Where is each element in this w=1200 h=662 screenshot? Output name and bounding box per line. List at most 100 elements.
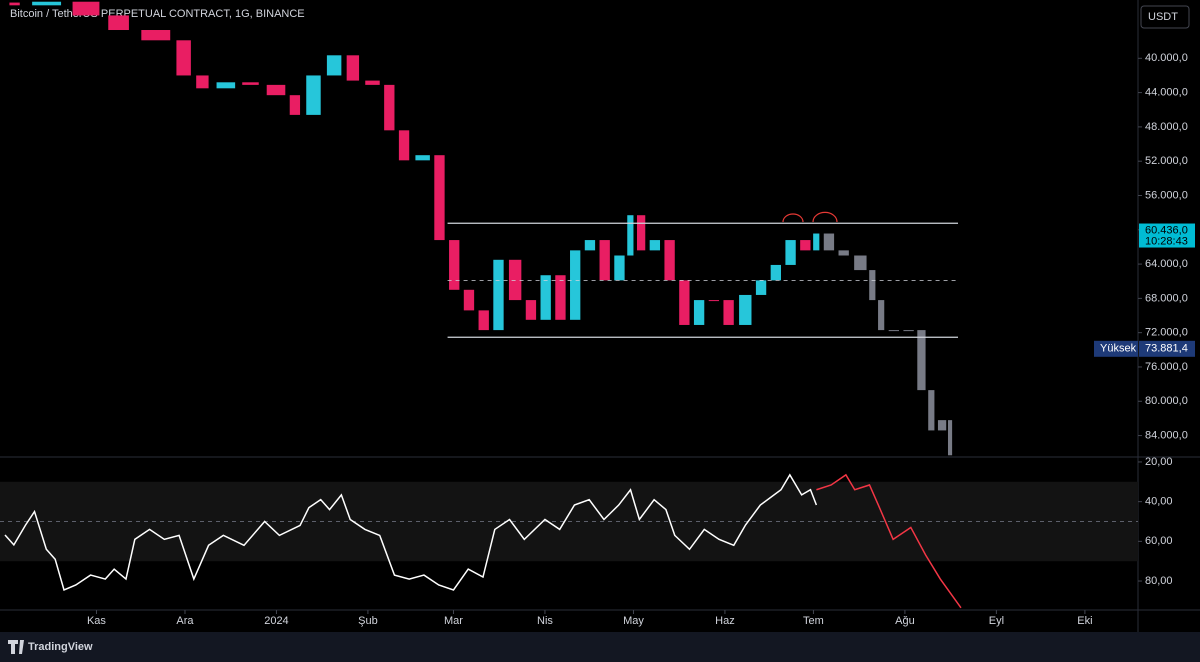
high-name-box — [1094, 340, 1138, 357]
candle — [398, 130, 410, 161]
candle — [800, 240, 811, 251]
rsi-line — [816, 473, 962, 609]
y-tick-label: 84.000,0 — [1145, 429, 1188, 441]
candle — [878, 300, 885, 331]
candle — [346, 55, 360, 81]
brand-logo — [8, 640, 24, 654]
last-price: 60.436,0 — [1145, 224, 1188, 236]
candle — [196, 75, 209, 89]
candle — [869, 270, 876, 301]
candle — [108, 15, 129, 31]
candle — [770, 264, 781, 281]
candle — [723, 300, 734, 325]
brand: TradingView — [28, 641, 93, 653]
y-tick-label: 40.000,0 — [1145, 52, 1188, 64]
candle — [415, 155, 430, 161]
y-tick-label: 20,00 — [1145, 456, 1173, 468]
candle — [679, 280, 690, 325]
candle — [599, 240, 610, 281]
x-tick-label: Haz — [715, 615, 735, 627]
top-annotation — [782, 211, 838, 223]
last-price-box — [1139, 223, 1195, 248]
candle — [478, 310, 489, 331]
candle — [289, 95, 301, 115]
candle — [306, 75, 321, 115]
candle — [384, 84, 395, 131]
x-tick-label: May — [623, 615, 644, 627]
y-tick-label: 48.000,0 — [1145, 121, 1188, 133]
candle — [508, 259, 522, 301]
candle — [570, 250, 581, 320]
candle — [947, 420, 953, 456]
candle — [584, 240, 596, 251]
y-tick-label: 80.000,0 — [1145, 395, 1188, 407]
y-tick-label: 44.000,0 — [1145, 87, 1188, 99]
candle — [242, 82, 259, 85]
x-tick-label: Tem — [803, 615, 824, 627]
x-tick-label: Şub — [358, 615, 378, 627]
candle — [708, 300, 720, 302]
high-name: Yüksek — [1100, 343, 1137, 355]
x-tick-label: 2024 — [264, 615, 288, 627]
candle — [903, 330, 914, 332]
high-box — [1139, 340, 1195, 357]
candle — [72, 1, 100, 16]
candle — [493, 259, 504, 331]
x-tick-label: Ağu — [895, 615, 915, 627]
candle — [216, 82, 236, 89]
x-tick-label: Mar — [444, 615, 463, 627]
candle — [838, 250, 849, 256]
y-tick-label: 76.000,0 — [1145, 361, 1188, 373]
candle — [937, 420, 947, 431]
currency-button[interactable] — [1140, 5, 1190, 29]
y-tick-label: 64.000,0 — [1145, 258, 1188, 270]
candle — [9, 2, 20, 6]
candle — [614, 255, 625, 281]
x-tick-label: Nis — [537, 615, 553, 627]
candle — [326, 55, 342, 76]
candle — [739, 294, 752, 325]
candle — [693, 300, 705, 325]
candle — [664, 240, 675, 281]
candle — [525, 300, 537, 320]
candle — [365, 80, 380, 85]
candle — [928, 390, 935, 431]
y-tick-label: 72.000,0 — [1145, 327, 1188, 339]
candle — [813, 233, 820, 251]
x-tick-label: Eki — [1077, 615, 1092, 627]
candle — [555, 275, 566, 320]
candle — [434, 155, 445, 241]
candle — [854, 255, 867, 271]
y-tick-label: 80,00 — [1145, 575, 1173, 587]
footer-bar — [0, 632, 1200, 662]
candle — [266, 84, 286, 96]
y-tick-label: 60,00 — [1145, 535, 1173, 547]
candle — [823, 233, 835, 251]
rsi-line — [4, 473, 818, 591]
candle — [888, 330, 900, 332]
candle — [785, 240, 796, 265]
x-tick-label: Eyl — [989, 615, 1004, 627]
candle — [32, 1, 62, 6]
candle — [540, 275, 551, 320]
candle — [463, 289, 475, 311]
candle — [637, 215, 646, 251]
y-tick-label: 68.000,0 — [1145, 292, 1188, 304]
candle — [627, 215, 634, 256]
candle — [755, 280, 767, 295]
x-tick-label: Kas — [87, 615, 106, 627]
currency[interactable]: USDT — [1148, 11, 1178, 23]
candle — [176, 40, 191, 76]
candle — [917, 330, 926, 391]
chart-title: Bitcoin / TetherUS PERPETUAL CONTRACT, 1… — [10, 8, 305, 20]
y-tick-label: 52.000,0 — [1145, 155, 1188, 167]
candle — [449, 240, 460, 290]
y-tick-label: 56.000,0 — [1145, 189, 1188, 201]
candle — [141, 30, 171, 41]
y-tick-label: 40,00 — [1145, 496, 1173, 508]
high-value: 73.881,4 — [1145, 343, 1188, 355]
countdown: 10:28:43 — [1145, 235, 1188, 247]
